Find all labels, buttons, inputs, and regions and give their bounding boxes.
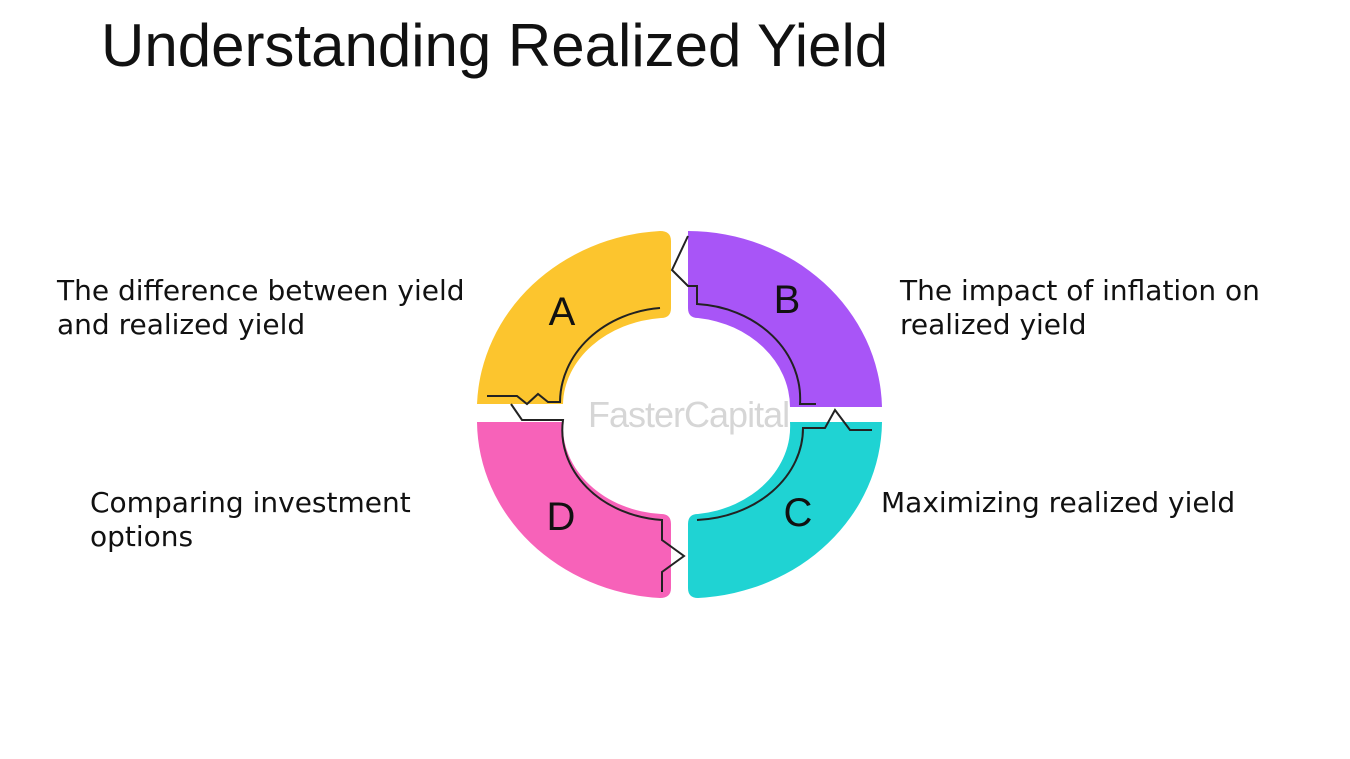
segment-c-label: Maximizing realized yield (881, 486, 1235, 520)
watermark: FasterCapital (588, 394, 790, 435)
page-title: Understanding Realized Yield (101, 12, 889, 79)
segment-c (688, 422, 882, 598)
segment-c-label-line: Maximizing realized yield (881, 486, 1236, 519)
segment-d-label: Comparing investment options (90, 486, 411, 554)
segment-a-label: The difference between yield and realize… (57, 274, 465, 342)
connector-d (510, 403, 686, 592)
segment-c-letter: C (784, 491, 813, 535)
connector-a (487, 307, 661, 406)
segment-b-letter: B (774, 278, 801, 322)
segment-a-label-line: and realized yield (57, 308, 306, 341)
segment-b-label: The impact of inflation on realized yiel… (900, 274, 1260, 342)
segment-d (477, 422, 671, 598)
connector-b (670, 235, 816, 405)
segment-b-label-line: The impact of inflation on (900, 274, 1260, 307)
segment-a-letter: A (549, 290, 576, 334)
segment-a (477, 231, 671, 404)
segment-d-letter: D (547, 495, 576, 539)
connector-c (696, 408, 872, 521)
segment-b-label-line: realized yield (900, 308, 1087, 341)
segment-d-label-line: Comparing investment (90, 486, 411, 519)
segment-b (688, 231, 882, 407)
segment-d-label-line: options (90, 520, 194, 553)
segment-a-label-line: The difference between yield (57, 274, 465, 307)
